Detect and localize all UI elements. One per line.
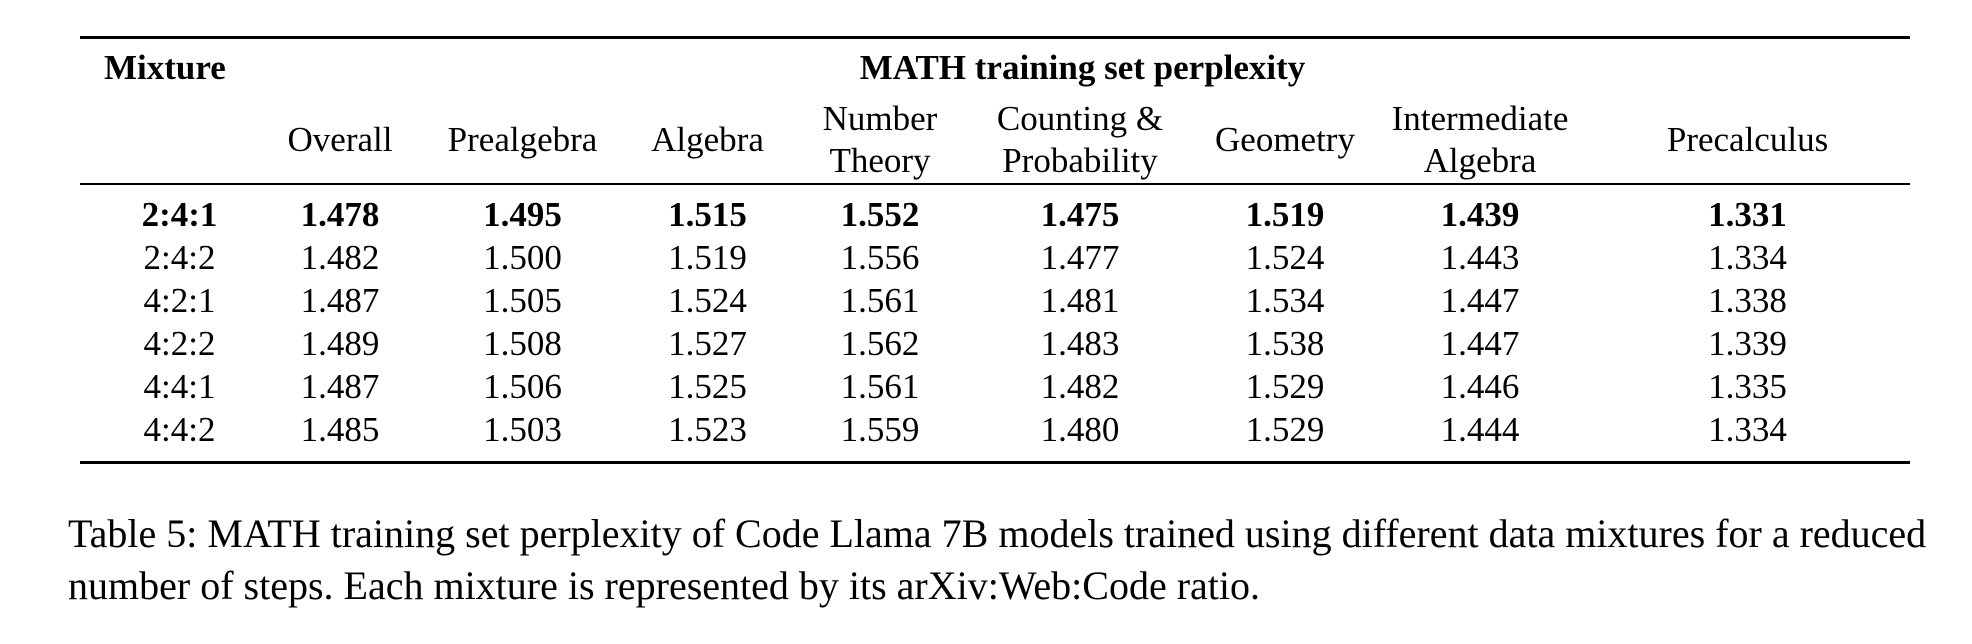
value-cell: 1.505: [483, 281, 562, 320]
column-header-line: Counting &: [996, 99, 1164, 138]
value-cell: 1.477: [1040, 238, 1120, 277]
column-header-line: Overall: [287, 120, 393, 159]
value-cell: 1.559: [840, 410, 920, 449]
empty-header-cell: [80, 97, 255, 184]
table-row: 2:4:1 1.478 1.495 1.515 1.552 1.475 1.519 1.439…: [80, 184, 1910, 236]
value-cell: 1.334: [1708, 238, 1787, 277]
column-header: Geometry: [1195, 97, 1375, 184]
value-cell: 1.485: [300, 410, 380, 449]
mixture-cell: 4:4:1: [143, 367, 216, 406]
value-cell: 1.489: [300, 324, 380, 363]
value-cell: 1.338: [1708, 281, 1787, 320]
table-row: 4:4:1 1.487 1.506 1.525 1.561 1.482 1.529 1.446…: [80, 365, 1910, 408]
value-cell: 1.529: [1245, 410, 1325, 449]
value-cell: 1.481: [1040, 281, 1120, 320]
value-cell: 1.447: [1440, 324, 1520, 363]
column-header-line: Algebra: [1423, 141, 1537, 180]
value-cell: 1.487: [300, 281, 380, 320]
value-cell: 1.515: [668, 195, 747, 234]
mixture-cell: 4:4:2: [143, 410, 216, 449]
column-header-line: Geometry: [1215, 120, 1355, 159]
value-cell: 1.527: [668, 324, 747, 363]
value-cell: 1.556: [840, 238, 920, 277]
value-cell: 1.482: [1040, 367, 1120, 406]
value-cell: 1.475: [1040, 195, 1120, 234]
value-cell: 1.506: [483, 367, 562, 406]
value-cell: 1.439: [1440, 195, 1520, 234]
column-header-line: Theory: [829, 141, 931, 180]
value-cell: 1.339: [1708, 324, 1787, 363]
value-cell: 1.483: [1040, 324, 1120, 363]
value-cell: 1.525: [668, 367, 747, 406]
column-header-line: Number: [822, 99, 938, 138]
value-cell: 1.538: [1245, 324, 1325, 363]
value-cell: 1.519: [1245, 195, 1325, 234]
group-header: MATH training set perplexity: [859, 48, 1306, 87]
value-cell: 1.334: [1708, 410, 1787, 449]
value-cell: 1.561: [840, 367, 920, 406]
group-header-row: Mixture MATH training set perplexity: [80, 37, 1911, 98]
value-cell: 1.444: [1440, 410, 1520, 449]
table-row: 4:2:1 1.487 1.505 1.524 1.561 1.481 1.534 1.447…: [80, 279, 1910, 322]
value-cell: 1.495: [483, 195, 562, 234]
table-row: 4:2:2 1.489 1.508 1.527 1.562 1.483 1.538 1.447…: [80, 322, 1910, 365]
column-header: Prealgebra: [425, 97, 620, 184]
value-cell: 1.534: [1245, 281, 1325, 320]
value-cell: 1.443: [1440, 238, 1520, 277]
value-cell: 1.503: [483, 410, 562, 449]
table-row: 4:4:2 1.485 1.503 1.523 1.559 1.480 1.529 1.444…: [80, 408, 1910, 463]
value-cell: 1.524: [668, 281, 747, 320]
column-header: Counting & Probability: [965, 97, 1195, 184]
value-cell: 1.523: [668, 410, 747, 449]
value-cell: 1.562: [840, 324, 920, 363]
value-cell: 1.529: [1245, 367, 1325, 406]
column-header-line: Intermediate: [1391, 99, 1569, 138]
value-cell: 1.446: [1440, 367, 1520, 406]
column-header-line: Probability: [1002, 141, 1158, 180]
column-header-line: Prealgebra: [447, 120, 598, 159]
mixture-header: Mixture: [104, 48, 226, 87]
value-cell: 1.500: [483, 238, 562, 277]
column-header-line: Precalculus: [1666, 120, 1829, 159]
column-header-row: Overall Prealgebra Algebra Number Theory Coun…: [80, 97, 1911, 184]
value-cell: 1.335: [1708, 367, 1787, 406]
mixture-cell: 2:4:1: [141, 195, 218, 234]
mixture-cell: 4:2:2: [143, 324, 216, 363]
column-header-line: Algebra: [651, 120, 764, 159]
value-cell: 1.561: [840, 281, 920, 320]
value-cell: 1.487: [300, 367, 380, 406]
perplexity-table: Mixture MATH training set perplexity Ove…: [80, 36, 1911, 464]
value-cell: 1.508: [483, 324, 562, 363]
mixture-cell: 4:2:1: [143, 281, 216, 320]
value-cell: 1.524: [1245, 238, 1325, 277]
value-cell: 1.482: [300, 238, 380, 277]
column-header: Intermediate Algebra: [1375, 97, 1585, 184]
value-cell: 1.331: [1708, 195, 1787, 234]
value-cell: 1.552: [840, 195, 920, 234]
table-row: 2:4:2 1.482 1.500 1.519 1.556 1.477 1.524 1.443…: [80, 236, 1910, 279]
value-cell: 1.519: [668, 238, 747, 277]
results-table-container: Mixture MATH training set perplexity Ove…: [80, 36, 1911, 464]
table-body: 2:4:1 1.478 1.495 1.515 1.552 1.475 1.519 1.439…: [80, 184, 1911, 463]
column-header: Algebra: [620, 97, 795, 184]
value-cell: 1.480: [1040, 410, 1120, 449]
column-header: Number Theory: [795, 97, 965, 184]
table-caption: Table 5: MATH training set perplexity of…: [68, 511, 1927, 608]
value-cell: 1.478: [300, 195, 380, 234]
value-cell: 1.447: [1440, 281, 1520, 320]
column-header: Precalculus: [1585, 97, 1910, 184]
column-header: Overall: [255, 97, 425, 184]
mixture-cell: 2:4:2: [143, 238, 216, 277]
